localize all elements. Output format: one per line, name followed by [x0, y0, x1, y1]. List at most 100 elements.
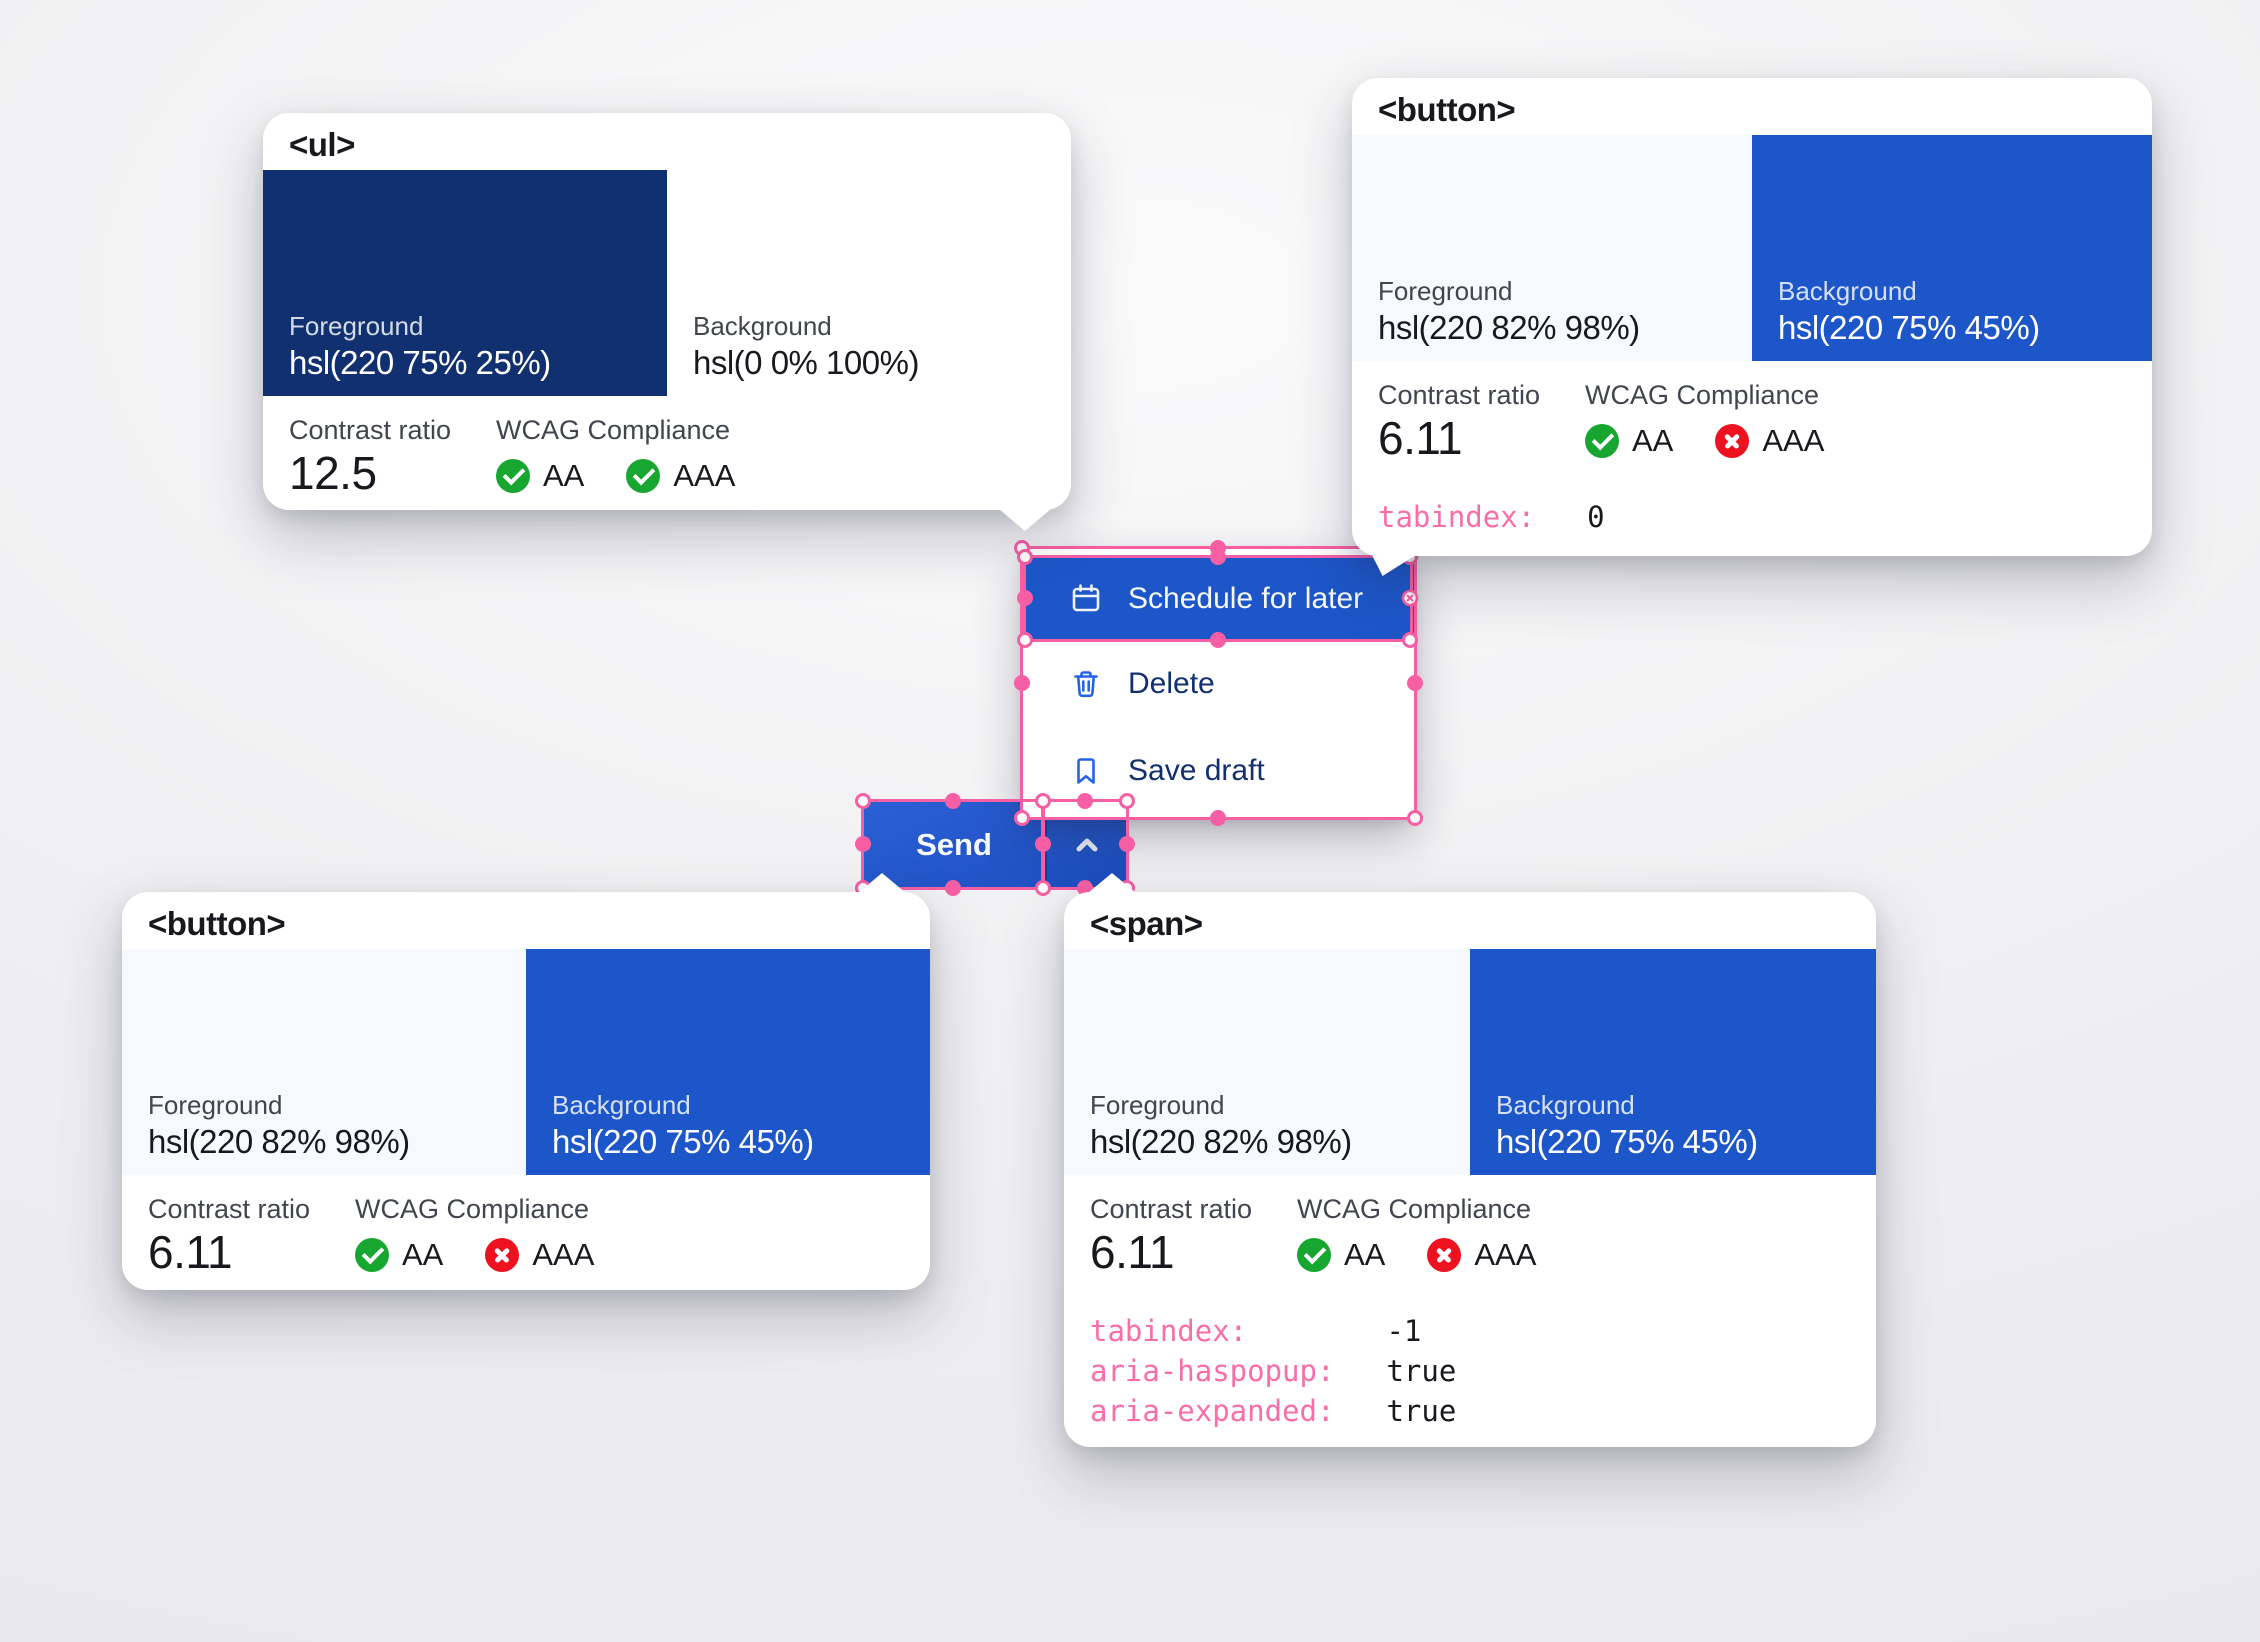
contrast-ratio-value: 6.11	[1378, 412, 1463, 464]
foreground-value: hsl(220 82% 98%)	[1090, 1123, 1352, 1160]
selection-handle[interactable]	[1017, 549, 1033, 565]
selection-handle[interactable]	[855, 793, 871, 809]
background-swatch: Background hsl(0 0% 100%)	[667, 170, 1071, 396]
attribute-list: tabindex: -1 aria-haspopup: true aria-ex…	[1064, 1311, 1876, 1431]
background-swatch: Background hsl(220 75% 45%)	[1470, 949, 1876, 1175]
x-icon	[485, 1238, 520, 1272]
selection-handle[interactable]	[1210, 632, 1226, 648]
contrast-ratio-value: 12.5	[289, 447, 377, 499]
background-value: hsl(220 75% 45%)	[552, 1123, 814, 1160]
background-value: hsl(0 0% 100%)	[693, 344, 919, 381]
menu-item-schedule-for-later[interactable]: Schedule for later	[1022, 557, 1415, 640]
selection-handle[interactable]	[1077, 793, 1093, 809]
attribute-name: tabindex:	[1378, 500, 1536, 534]
check-icon	[1297, 1238, 1331, 1272]
background-label: Background	[1496, 1090, 1635, 1120]
selection-handle[interactable]	[1035, 793, 1051, 809]
foreground-label: Foreground	[1378, 276, 1513, 306]
selection-handle[interactable]	[1402, 632, 1418, 648]
selection-handle[interactable]	[1035, 836, 1051, 852]
wcag-compliance-label: WCAG Compliance	[355, 1194, 590, 1224]
selection-handle[interactable]	[1119, 793, 1135, 809]
attribute-name: tabindex:	[1090, 1314, 1248, 1348]
foreground-swatch: Foreground hsl(220 82% 98%)	[1352, 135, 1752, 361]
foreground-label: Foreground	[1090, 1090, 1225, 1120]
dropdown-menu: Schedule for later Delete Save draft	[1022, 548, 1415, 818]
contrast-ratio-label: Contrast ratio	[289, 415, 452, 445]
wcag-compliance-label: WCAG Compliance	[1585, 380, 1820, 410]
send-button[interactable]: Send	[916, 826, 992, 862]
contrast-tooltip-card-button-bottom: <button> Foreground hsl(220 82% 98%) Bac…	[122, 873, 930, 1290]
selection-handle[interactable]	[945, 880, 961, 896]
attribute-value: true	[1386, 1354, 1457, 1388]
foreground-value: hsl(220 75% 25%)	[289, 344, 551, 381]
foreground-label: Foreground	[148, 1090, 283, 1120]
contrast-ratio-value: 6.11	[1090, 1226, 1175, 1278]
menu-item-label: Delete	[1128, 666, 1215, 700]
calendar-icon	[1068, 581, 1104, 617]
foreground-value: hsl(220 82% 98%)	[1378, 309, 1640, 346]
selection-handle[interactable]	[945, 793, 961, 809]
attribute-value: true	[1386, 1394, 1457, 1428]
attribute-name: aria-expanded:	[1090, 1394, 1335, 1428]
selection-handle[interactable]	[1035, 880, 1051, 896]
attribute-name: aria-haspopup:	[1090, 1354, 1335, 1388]
selection-handle[interactable]	[1017, 590, 1033, 606]
attribute-value: 0	[1587, 500, 1605, 534]
contrast-tooltip-card-button-top: <button> Foreground hsl(220 82% 98%) Bac…	[1352, 78, 2152, 576]
wcag-aaa-badge: AAA	[1427, 1237, 1536, 1273]
wcag-aa-badge: AA	[1585, 423, 1673, 459]
x-icon	[1427, 1238, 1462, 1272]
background-value: hsl(220 75% 45%)	[1778, 309, 2040, 346]
element-tag-label: <span>	[1090, 904, 1203, 942]
selection-handle[interactable]	[1014, 675, 1030, 691]
foreground-swatch: Foreground hsl(220 82% 98%)	[122, 949, 526, 1175]
menu-item-label: Save draft	[1128, 753, 1265, 787]
background-label: Background	[693, 311, 832, 341]
background-swatch: Background hsl(220 75% 45%)	[526, 949, 930, 1175]
element-tag-label: <button>	[1378, 90, 1516, 128]
wcag-aa-badge: AA	[1297, 1237, 1385, 1273]
contrast-ratio-value: 6.11	[148, 1226, 233, 1278]
menu-item-save-draft[interactable]: Save draft	[1022, 727, 1415, 814]
check-icon	[1585, 424, 1619, 458]
background-value: hsl(220 75% 45%)	[1496, 1123, 1758, 1160]
wcag-aa-badge: AA	[355, 1237, 443, 1273]
element-tag-label: <ul>	[289, 125, 355, 163]
selection-handle[interactable]	[1017, 632, 1033, 648]
x-icon	[1715, 424, 1750, 458]
selection-handle[interactable]	[855, 836, 871, 852]
background-label: Background	[1778, 276, 1917, 306]
contrast-ratio-label: Contrast ratio	[1378, 380, 1541, 410]
tooltip-arrow	[999, 509, 1051, 531]
contrast-tooltip-card-span: <span> Foreground hsl(220 82% 98%) Backg…	[1064, 873, 1876, 1447]
selection-handle[interactable]	[1210, 810, 1226, 826]
contrast-ratio-label: Contrast ratio	[148, 1194, 311, 1224]
foreground-label: Foreground	[289, 311, 424, 341]
selection-handle[interactable]	[1119, 836, 1135, 852]
selection-handle[interactable]	[1407, 675, 1423, 691]
wcag-compliance-label: WCAG Compliance	[1297, 1194, 1532, 1224]
selection-handle[interactable]	[1014, 810, 1030, 826]
chevron-up-icon	[1070, 828, 1104, 862]
wcag-aa-badge: AA	[496, 458, 584, 494]
check-icon	[626, 459, 661, 493]
background-swatch: Background hsl(220 75% 45%)	[1752, 135, 2152, 361]
wcag-aaa-badge: AAA	[485, 1237, 594, 1273]
foreground-swatch: Foreground hsl(220 82% 98%)	[1064, 949, 1470, 1175]
anchor-crosshair-handle[interactable]	[1401, 589, 1419, 607]
bookmark-icon	[1068, 753, 1104, 789]
menu-item-delete[interactable]: Delete	[1022, 640, 1415, 727]
wcag-aaa-badge: AAA	[1715, 423, 1824, 459]
check-icon	[496, 459, 530, 493]
selection-handle[interactable]	[1407, 810, 1423, 826]
contrast-tooltip-card-ul: <ul> Foreground hsl(220 75% 25%) Backgro…	[263, 113, 1071, 531]
attribute-list: tabindex: 0	[1352, 497, 2152, 537]
element-tag-label: <button>	[148, 904, 286, 942]
contrast-ratio-label: Contrast ratio	[1090, 1194, 1253, 1224]
selection-handle[interactable]	[1210, 549, 1226, 565]
trash-icon	[1068, 666, 1104, 702]
wcag-compliance-label: WCAG Compliance	[496, 415, 731, 445]
wcag-aaa-badge: AAA	[626, 458, 735, 494]
